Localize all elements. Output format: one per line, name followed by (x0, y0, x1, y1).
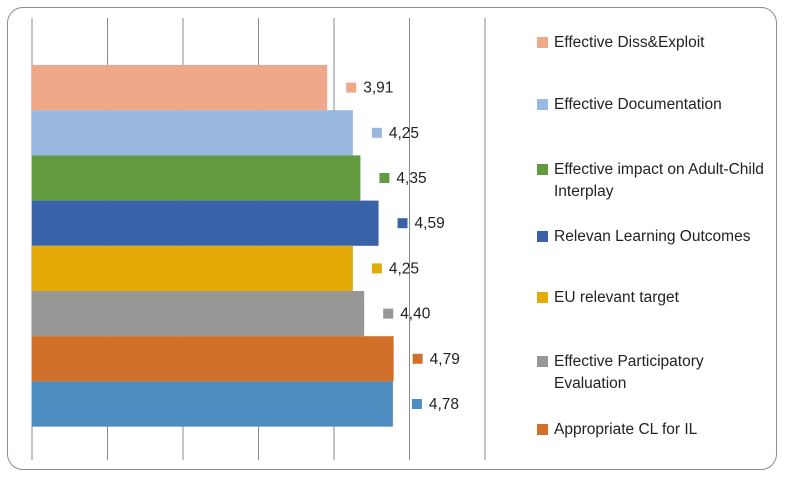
data-label: 4,79 (430, 351, 460, 368)
data-label-key (371, 263, 382, 274)
legend-swatch (537, 99, 548, 110)
data-label: 4,35 (396, 170, 426, 187)
legend-swatch (537, 292, 548, 303)
data-label-key (383, 308, 394, 319)
data-label-key (397, 218, 408, 229)
legend-label: Effective Diss&Exploit (554, 34, 705, 51)
legend-item-appropriate-cl: Appropriate CL for IL (537, 419, 769, 441)
legend-label: Effective impact on Adult-Child Interpla… (554, 161, 764, 200)
bar (32, 155, 361, 201)
bar (32, 110, 353, 156)
data-label-key (411, 399, 422, 409)
data-label: 4,78 (429, 396, 459, 413)
legend-label: Effective Documentation (554, 96, 722, 113)
legend-label: Appropriate CL for IL (554, 421, 698, 438)
data-label: 4,40 (400, 306, 431, 323)
legend-label: EU relevant target (554, 289, 679, 306)
legend-label: Effective Participatory Evaluation (554, 353, 704, 392)
legend-item-learning-outcomes: Relevan Learning Outcomes (537, 226, 769, 248)
bar (32, 381, 393, 427)
legend-swatch (537, 356, 548, 367)
legend-item-diss-exploit: Effective Diss&Exploit (537, 32, 769, 54)
legend-swatch (537, 231, 548, 242)
legend-item-adult-child-interplay: Effective impact on Adult-Child Interpla… (537, 159, 769, 203)
bar (32, 65, 328, 111)
data-label: 4,25 (389, 260, 419, 277)
data-label: 4,25 (389, 125, 419, 142)
bar (32, 291, 365, 337)
legend-swatch (537, 37, 548, 48)
bar-chart-plot: 3,91 4,25 4,35 4,59 4,25 4,40 4,79 4,78 (31, 18, 486, 460)
legend-label: Relevan Learning Outcomes (554, 228, 751, 245)
data-label-key (371, 127, 382, 138)
legend-item-eu-target: EU relevant target (537, 287, 769, 309)
data-label-key (379, 173, 390, 183)
legend-swatch (537, 424, 548, 435)
bar (32, 200, 379, 246)
data-label-key (412, 353, 423, 364)
bar (32, 336, 394, 382)
legend-item-documentation: Effective Documentation (537, 94, 769, 116)
data-label: 4,59 (415, 215, 445, 232)
data-label-key (346, 82, 357, 93)
bar (32, 245, 353, 291)
legend-item-participatory-evaluation: Effective Participatory Evaluation (537, 351, 769, 395)
legend-swatch (537, 164, 548, 175)
data-label: 3,91 (363, 80, 393, 97)
